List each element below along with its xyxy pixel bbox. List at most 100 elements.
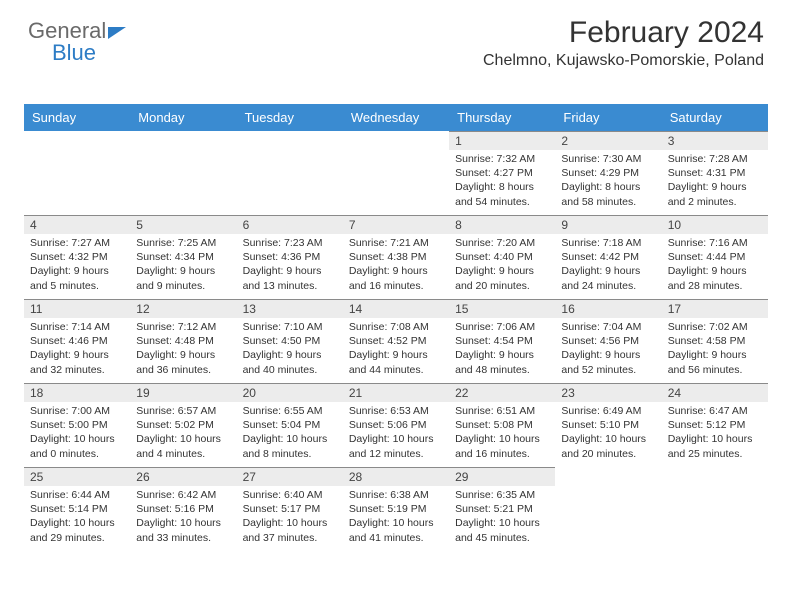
day-details: Sunrise: 6:57 AMSunset: 5:02 PMDaylight:…	[130, 402, 236, 465]
day-number: 17	[662, 299, 768, 318]
weekday-header: Tuesday	[237, 104, 343, 131]
calendar-cell: 3Sunrise: 7:28 AMSunset: 4:31 PMDaylight…	[662, 131, 768, 215]
logo-line2: Blue	[52, 40, 96, 66]
day-number: 5	[130, 215, 236, 234]
day-details: Sunrise: 7:16 AMSunset: 4:44 PMDaylight:…	[662, 234, 768, 297]
day-number: 4	[24, 215, 130, 234]
day-number: 8	[449, 215, 555, 234]
day-details: Sunrise: 6:44 AMSunset: 5:14 PMDaylight:…	[24, 486, 130, 549]
day-number: 24	[662, 383, 768, 402]
day-details: Sunrise: 6:35 AMSunset: 5:21 PMDaylight:…	[449, 486, 555, 549]
calendar-cell: 15Sunrise: 7:06 AMSunset: 4:54 PMDayligh…	[449, 299, 555, 383]
calendar-cell: 17Sunrise: 7:02 AMSunset: 4:58 PMDayligh…	[662, 299, 768, 383]
logo-text-blue: Blue	[52, 40, 96, 66]
day-number: 23	[555, 383, 661, 402]
day-details: Sunrise: 6:49 AMSunset: 5:10 PMDaylight:…	[555, 402, 661, 465]
calendar-cell	[343, 131, 449, 215]
weekday-header: Sunday	[24, 104, 130, 131]
calendar-week-row: 25Sunrise: 6:44 AMSunset: 5:14 PMDayligh…	[24, 467, 768, 551]
day-number: 18	[24, 383, 130, 402]
calendar-week-row: 1Sunrise: 7:32 AMSunset: 4:27 PMDaylight…	[24, 131, 768, 215]
day-number: 22	[449, 383, 555, 402]
header-right: February 2024 Chelmno, Kujawsko-Pomorski…	[483, 16, 764, 70]
day-details: Sunrise: 7:20 AMSunset: 4:40 PMDaylight:…	[449, 234, 555, 297]
calendar-cell: 23Sunrise: 6:49 AMSunset: 5:10 PMDayligh…	[555, 383, 661, 467]
calendar-cell: 13Sunrise: 7:10 AMSunset: 4:50 PMDayligh…	[237, 299, 343, 383]
calendar-week-row: 18Sunrise: 7:00 AMSunset: 5:00 PMDayligh…	[24, 383, 768, 467]
calendar-cell	[130, 131, 236, 215]
day-details: Sunrise: 7:06 AMSunset: 4:54 PMDaylight:…	[449, 318, 555, 381]
day-number: 28	[343, 467, 449, 486]
day-number: 29	[449, 467, 555, 486]
weekday-header: Monday	[130, 104, 236, 131]
calendar-cell: 27Sunrise: 6:40 AMSunset: 5:17 PMDayligh…	[237, 467, 343, 551]
calendar-cell: 7Sunrise: 7:21 AMSunset: 4:38 PMDaylight…	[343, 215, 449, 299]
day-number: 25	[24, 467, 130, 486]
calendar-cell: 2Sunrise: 7:30 AMSunset: 4:29 PMDaylight…	[555, 131, 661, 215]
calendar-cell: 4Sunrise: 7:27 AMSunset: 4:32 PMDaylight…	[24, 215, 130, 299]
day-details: Sunrise: 7:30 AMSunset: 4:29 PMDaylight:…	[555, 150, 661, 213]
calendar-cell	[555, 467, 661, 551]
weekday-header: Friday	[555, 104, 661, 131]
day-details: Sunrise: 6:55 AMSunset: 5:04 PMDaylight:…	[237, 402, 343, 465]
day-number: 21	[343, 383, 449, 402]
day-details: Sunrise: 7:02 AMSunset: 4:58 PMDaylight:…	[662, 318, 768, 381]
calendar-cell: 25Sunrise: 6:44 AMSunset: 5:14 PMDayligh…	[24, 467, 130, 551]
location-text: Chelmno, Kujawsko-Pomorskie, Poland	[483, 52, 764, 70]
calendar-cell: 18Sunrise: 7:00 AMSunset: 5:00 PMDayligh…	[24, 383, 130, 467]
calendar-cell: 8Sunrise: 7:20 AMSunset: 4:40 PMDaylight…	[449, 215, 555, 299]
day-details: Sunrise: 7:28 AMSunset: 4:31 PMDaylight:…	[662, 150, 768, 213]
calendar-cell: 24Sunrise: 6:47 AMSunset: 5:12 PMDayligh…	[662, 383, 768, 467]
calendar-cell: 26Sunrise: 6:42 AMSunset: 5:16 PMDayligh…	[130, 467, 236, 551]
calendar-cell: 20Sunrise: 6:55 AMSunset: 5:04 PMDayligh…	[237, 383, 343, 467]
calendar-week-row: 11Sunrise: 7:14 AMSunset: 4:46 PMDayligh…	[24, 299, 768, 383]
calendar-cell: 28Sunrise: 6:38 AMSunset: 5:19 PMDayligh…	[343, 467, 449, 551]
calendar-cell: 29Sunrise: 6:35 AMSunset: 5:21 PMDayligh…	[449, 467, 555, 551]
day-number: 16	[555, 299, 661, 318]
weekday-header-row: SundayMondayTuesdayWednesdayThursdayFrid…	[24, 104, 768, 131]
day-details: Sunrise: 7:32 AMSunset: 4:27 PMDaylight:…	[449, 150, 555, 213]
logo-triangle-icon	[108, 27, 126, 39]
day-details: Sunrise: 7:04 AMSunset: 4:56 PMDaylight:…	[555, 318, 661, 381]
calendar-cell: 22Sunrise: 6:51 AMSunset: 5:08 PMDayligh…	[449, 383, 555, 467]
day-number: 26	[130, 467, 236, 486]
day-number: 6	[237, 215, 343, 234]
day-number: 11	[24, 299, 130, 318]
calendar-cell: 10Sunrise: 7:16 AMSunset: 4:44 PMDayligh…	[662, 215, 768, 299]
day-details: Sunrise: 7:27 AMSunset: 4:32 PMDaylight:…	[24, 234, 130, 297]
day-details: Sunrise: 6:38 AMSunset: 5:19 PMDaylight:…	[343, 486, 449, 549]
calendar-cell: 11Sunrise: 7:14 AMSunset: 4:46 PMDayligh…	[24, 299, 130, 383]
calendar-cell: 19Sunrise: 6:57 AMSunset: 5:02 PMDayligh…	[130, 383, 236, 467]
day-details: Sunrise: 7:21 AMSunset: 4:38 PMDaylight:…	[343, 234, 449, 297]
day-details: Sunrise: 6:53 AMSunset: 5:06 PMDaylight:…	[343, 402, 449, 465]
calendar-cell: 6Sunrise: 7:23 AMSunset: 4:36 PMDaylight…	[237, 215, 343, 299]
calendar-cell	[237, 131, 343, 215]
day-details: Sunrise: 7:00 AMSunset: 5:00 PMDaylight:…	[24, 402, 130, 465]
calendar-cell	[24, 131, 130, 215]
day-details: Sunrise: 6:47 AMSunset: 5:12 PMDaylight:…	[662, 402, 768, 465]
day-number: 15	[449, 299, 555, 318]
calendar-cell	[662, 467, 768, 551]
day-number: 19	[130, 383, 236, 402]
day-number: 3	[662, 131, 768, 150]
day-details: Sunrise: 6:40 AMSunset: 5:17 PMDaylight:…	[237, 486, 343, 549]
calendar-cell: 1Sunrise: 7:32 AMSunset: 4:27 PMDaylight…	[449, 131, 555, 215]
day-number: 27	[237, 467, 343, 486]
calendar-cell: 5Sunrise: 7:25 AMSunset: 4:34 PMDaylight…	[130, 215, 236, 299]
calendar-table: SundayMondayTuesdayWednesdayThursdayFrid…	[24, 104, 768, 551]
day-number: 9	[555, 215, 661, 234]
day-number: 7	[343, 215, 449, 234]
day-details: Sunrise: 6:51 AMSunset: 5:08 PMDaylight:…	[449, 402, 555, 465]
day-details: Sunrise: 6:42 AMSunset: 5:16 PMDaylight:…	[130, 486, 236, 549]
day-details: Sunrise: 7:12 AMSunset: 4:48 PMDaylight:…	[130, 318, 236, 381]
day-details: Sunrise: 7:14 AMSunset: 4:46 PMDaylight:…	[24, 318, 130, 381]
calendar-cell: 9Sunrise: 7:18 AMSunset: 4:42 PMDaylight…	[555, 215, 661, 299]
day-number: 20	[237, 383, 343, 402]
day-details: Sunrise: 7:25 AMSunset: 4:34 PMDaylight:…	[130, 234, 236, 297]
day-details: Sunrise: 7:10 AMSunset: 4:50 PMDaylight:…	[237, 318, 343, 381]
day-number: 14	[343, 299, 449, 318]
day-number: 2	[555, 131, 661, 150]
day-details: Sunrise: 7:08 AMSunset: 4:52 PMDaylight:…	[343, 318, 449, 381]
calendar-cell: 21Sunrise: 6:53 AMSunset: 5:06 PMDayligh…	[343, 383, 449, 467]
weekday-header: Thursday	[449, 104, 555, 131]
